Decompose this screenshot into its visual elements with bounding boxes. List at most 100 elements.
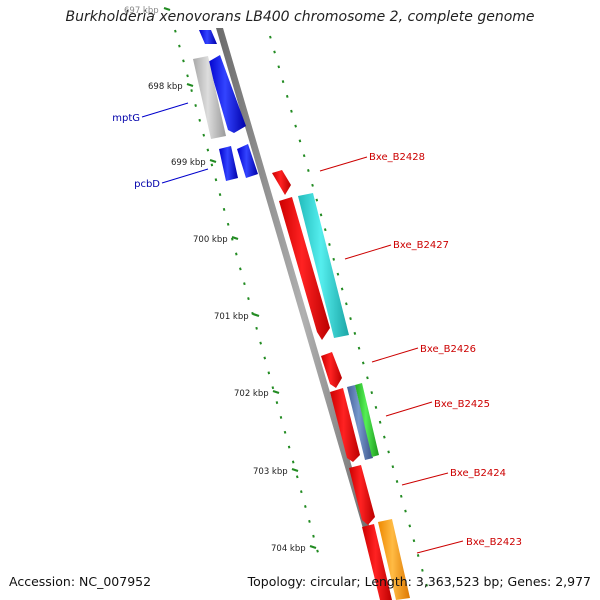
cds-Bxe_B2423[interactable] (362, 524, 392, 600)
ring-tick (222, 207, 226, 211)
cds-Bxe_B2425[interactable] (330, 388, 360, 462)
scale-label: 702 kbp (234, 389, 269, 399)
gene-label-mptG[interactable]: mptG (112, 113, 140, 124)
cds-Bxe_B2427[interactable] (279, 197, 330, 340)
ring-tick (206, 148, 210, 152)
ring-tick (311, 183, 314, 187)
scale-label: 704 kbp (271, 544, 306, 554)
ring-tick (182, 59, 185, 63)
ring-tick (404, 509, 407, 513)
ring-tick (315, 198, 319, 202)
gene-label-Bxe_B2426[interactable]: Bxe_B2426 (420, 344, 476, 355)
scale-label: 703 kbp (253, 467, 288, 477)
scale-label: 701 kbp (214, 312, 249, 322)
ring-tick (378, 420, 382, 424)
ring-tick (295, 475, 299, 479)
ring-tick (332, 257, 335, 261)
ring-tick (316, 549, 319, 553)
ring-tick (186, 74, 189, 78)
ring-tick (259, 341, 262, 345)
gene-label-Bxe_B2424[interactable]: Bxe_B2424 (450, 468, 506, 479)
ring-tick (287, 445, 291, 449)
ring-tick (279, 415, 283, 419)
ring-tick (271, 386, 275, 390)
cds-cyan-1[interactable] (298, 193, 349, 338)
accession-text: Accession: NC_007952 (9, 574, 152, 589)
ring-tick (230, 237, 234, 241)
genome-summary-text: Topology: circular; Length: 3,363,523 bp… (247, 574, 591, 589)
ring-tick (308, 519, 311, 523)
ring-tick (198, 118, 201, 122)
gene-label-pcbD[interactable]: pcbD (134, 179, 160, 190)
ring-tick (361, 361, 365, 365)
ring-tick (190, 89, 193, 93)
ring-tick (263, 356, 267, 360)
ring-tick (345, 302, 348, 306)
ring-tick (251, 311, 254, 315)
cds-Bxe_B2424[interactable] (349, 465, 375, 525)
ring-tick (425, 583, 428, 587)
ring-tick (374, 405, 378, 409)
ring-tick (247, 297, 250, 301)
left-gene-labels: mptG pcbD (112, 102, 209, 190)
ring-tick (399, 494, 403, 498)
ring-tick (395, 480, 399, 483)
scale-labels: 697 kbp 698 kbp 699 kbp 700 kbp 701 kbp … (124, 6, 306, 554)
cds-orange-1[interactable] (378, 519, 410, 600)
right-gene-labels: Bxe_B2428 Bxe_B2427 Bxe_B2426 Bxe_B2425 … (319, 152, 522, 554)
cds-blue-2[interactable] (237, 144, 258, 178)
ring-tick (383, 435, 386, 439)
ring-tick (273, 50, 276, 54)
leader-line (416, 540, 464, 554)
inner-tick-ring (174, 29, 319, 553)
ring-tick (267, 371, 271, 375)
gene-label-Bxe_B2423[interactable]: Bxe_B2423 (466, 537, 522, 548)
ring-tick (319, 213, 323, 217)
scale-label: 699 kbp (171, 158, 206, 168)
cds-pcbD[interactable] (219, 146, 238, 181)
ring-tick (269, 35, 272, 39)
leader-line (371, 347, 419, 363)
ring-tick (174, 29, 177, 33)
ring-tick (210, 163, 214, 167)
ring-tick (294, 124, 297, 128)
ring-tick (243, 282, 246, 286)
ring-tick (412, 539, 416, 543)
leader-line (161, 168, 209, 184)
leader-line (319, 156, 368, 172)
outer-tick-ring (269, 35, 428, 587)
ring-tick (421, 568, 424, 572)
ring-tick (408, 524, 412, 528)
cds-mptG[interactable] (208, 55, 246, 133)
ring-tick (323, 228, 327, 232)
gene-label-Bxe_B2427[interactable]: Bxe_B2427 (393, 240, 449, 251)
scale-label: 697 kbp (124, 6, 159, 16)
ring-tick (277, 65, 281, 69)
ring-tick (336, 272, 340, 276)
gene-label-Bxe_B2428[interactable]: Bxe_B2428 (369, 152, 425, 163)
gene-label-Bxe_B2425[interactable]: Bxe_B2425 (434, 399, 490, 410)
ring-tick (304, 505, 307, 508)
ring-tick (302, 154, 306, 158)
ring-tick (275, 401, 279, 405)
ring-tick (416, 554, 420, 557)
leader-line (344, 244, 392, 260)
cds-Bxe_B2426[interactable] (321, 352, 342, 388)
ring-tick (255, 326, 258, 330)
cds-green-1[interactable] (355, 383, 379, 457)
ring-tick (387, 450, 390, 454)
ring-tick (370, 391, 374, 395)
cds-steel-1[interactable] (347, 385, 373, 460)
ring-tick (357, 346, 361, 350)
ring-tick (349, 317, 352, 321)
ring-tick (178, 44, 181, 48)
leader-line (385, 401, 433, 417)
ring-tick (340, 287, 344, 291)
ring-tick (283, 430, 287, 434)
cds-blue-1[interactable] (199, 30, 217, 44)
cds-gray-1[interactable] (193, 56, 226, 139)
scale-label: 698 kbp (148, 82, 183, 92)
ring-tick (291, 460, 295, 464)
cds-Bxe_B2428[interactable] (272, 170, 291, 195)
